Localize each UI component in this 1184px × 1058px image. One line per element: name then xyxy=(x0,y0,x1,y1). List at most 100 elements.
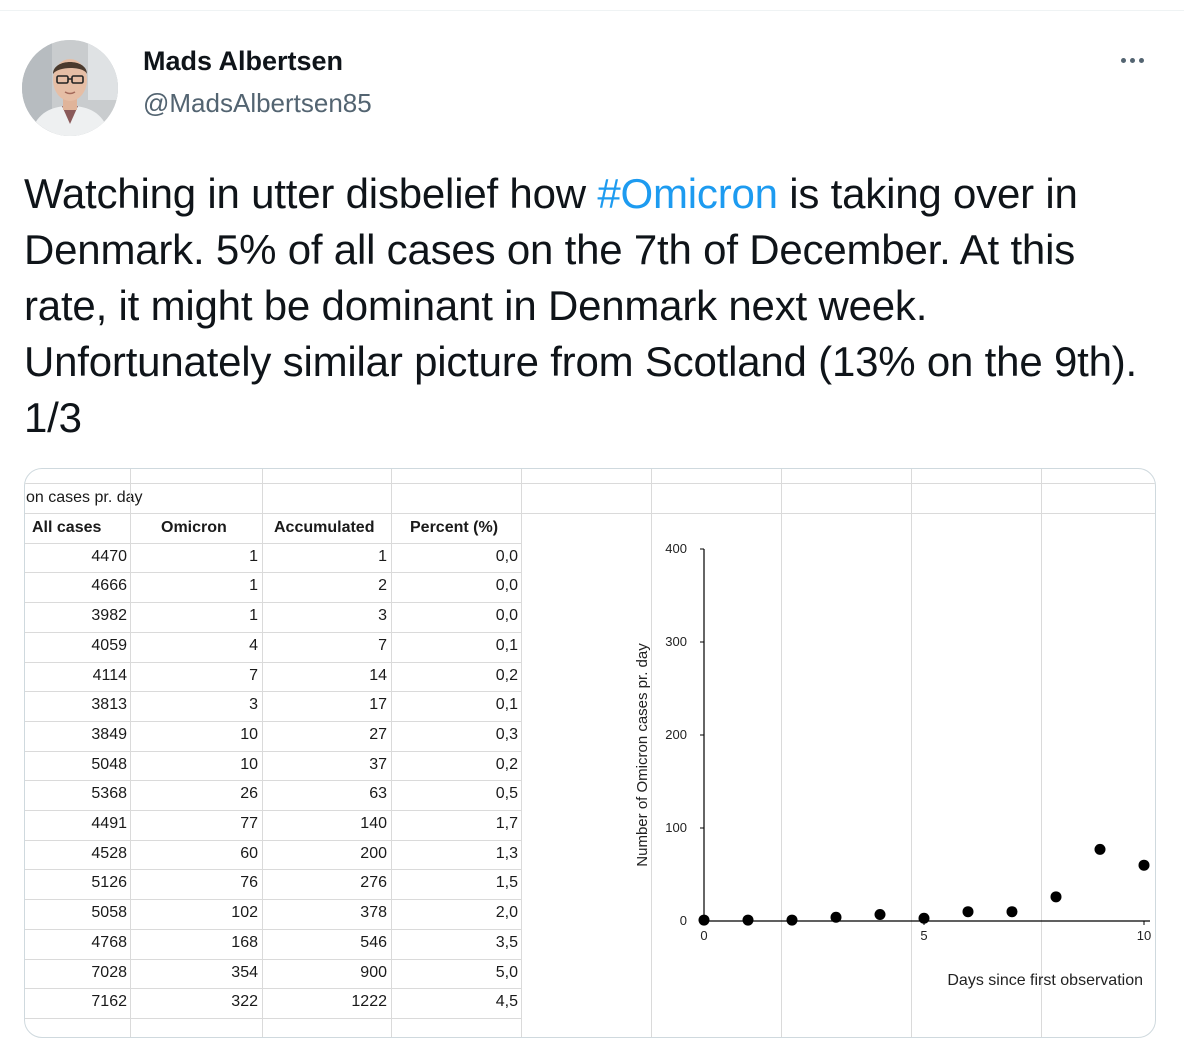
table-cell: 546 xyxy=(360,934,387,951)
table-cell: 0,1 xyxy=(495,637,518,654)
author-name[interactable]: Mads Albertsen xyxy=(143,46,344,76)
data-point xyxy=(830,911,842,923)
table-cell: 1 xyxy=(249,607,258,624)
grid-line xyxy=(25,602,521,603)
tweet-text-part: is taking over in Denmark. 5% of all cas… xyxy=(24,170,1137,441)
y-tick-label: 0 xyxy=(680,913,687,928)
table-cell: 7028 xyxy=(91,964,127,981)
x-tick-label: 5 xyxy=(920,928,927,943)
grid-line xyxy=(25,869,521,870)
table-cell: 4 xyxy=(249,637,258,654)
avatar[interactable] xyxy=(22,40,118,136)
table-cell: 2,0 xyxy=(495,904,518,921)
x-tick-label: 0 xyxy=(700,928,707,943)
table-cell: 0,0 xyxy=(495,577,518,594)
grid-line xyxy=(25,929,521,930)
table-cell: 102 xyxy=(231,904,258,921)
data-point xyxy=(1094,843,1106,855)
table-cell: 4768 xyxy=(91,934,127,951)
data-point xyxy=(1006,906,1018,918)
spreadsheet-screenshot: on cases pr. day All cases Omicron Accumul… xyxy=(25,469,1155,1037)
table-cell: 7162 xyxy=(91,993,127,1010)
table-cell: 1222 xyxy=(351,993,387,1010)
table-cell: 354 xyxy=(231,964,258,981)
table-cell: 76 xyxy=(240,874,258,891)
data-point xyxy=(962,906,974,918)
table-cell: 200 xyxy=(360,845,387,862)
y-tick-label: 400 xyxy=(665,541,687,556)
table-cell: 27 xyxy=(369,726,387,743)
table-header: Accumulated xyxy=(274,519,375,536)
table-cell: 3 xyxy=(378,607,387,624)
table-cell: 4059 xyxy=(91,637,127,654)
chart: 0 100 200 300 400 0 5 10 Number of Omicron cases… xyxy=(605,529,1155,1009)
table-cell: 4491 xyxy=(91,815,127,832)
grid-line xyxy=(651,469,652,1037)
table-cell: 17 xyxy=(369,696,387,713)
table-cell: 276 xyxy=(360,874,387,891)
grid-line xyxy=(25,721,521,722)
table-cell: 378 xyxy=(360,904,387,921)
table-cell: 5058 xyxy=(91,904,127,921)
table-cell: 5368 xyxy=(91,785,127,802)
grid-line xyxy=(25,780,521,781)
table-cell: 140 xyxy=(360,815,387,832)
table-cell: 0,0 xyxy=(495,548,518,565)
y-tick-label: 200 xyxy=(665,727,687,742)
table-header: Percent (%) xyxy=(410,519,499,536)
table-cell: 3 xyxy=(249,696,258,713)
table-cell: 7 xyxy=(249,667,258,684)
table-cell: 60 xyxy=(240,845,258,862)
table-cell: 3982 xyxy=(91,607,127,624)
table-cell: 63 xyxy=(369,785,387,802)
table-cell: 0,3 xyxy=(495,726,518,743)
grid-line xyxy=(1041,469,1042,1037)
more-options-button[interactable] xyxy=(1114,46,1150,74)
data-point xyxy=(742,914,754,926)
grid-line xyxy=(25,1018,521,1019)
grid-line xyxy=(781,469,782,1037)
table-cell: 322 xyxy=(231,993,258,1010)
table-cell: 4,5 xyxy=(495,993,518,1010)
grid-line xyxy=(25,810,521,811)
tweet-image[interactable]: on cases pr. day All cases Omicron Accumul… xyxy=(24,468,1156,1038)
grid-line xyxy=(25,959,521,960)
table-cell: 0,0 xyxy=(495,607,518,624)
scatter-chart-svg: 0 100 200 300 400 0 5 10 Number of Omicron cases… xyxy=(634,541,1151,989)
table-cell: 0,5 xyxy=(495,785,518,802)
grid-line xyxy=(25,572,521,573)
grid-line xyxy=(25,691,521,692)
hashtag-link[interactable]: #Omicron xyxy=(597,170,778,217)
table-cell: 4666 xyxy=(91,577,127,594)
table-cell: 37 xyxy=(369,756,387,773)
table-cell: 1 xyxy=(249,577,258,594)
table-cell: 4114 xyxy=(92,667,127,684)
data-point xyxy=(698,914,710,926)
table-cell: 0,1 xyxy=(495,696,518,713)
grid-line xyxy=(911,469,912,1037)
grid-line xyxy=(25,751,521,752)
table-cell: 5048 xyxy=(91,756,127,773)
top-divider xyxy=(0,10,1184,11)
y-tick-label: 300 xyxy=(665,634,687,649)
x-axis-label: Days since first observation xyxy=(947,972,1143,989)
table-cell: 0,2 xyxy=(495,667,518,684)
grid-line xyxy=(521,469,522,1037)
table-cell: 900 xyxy=(360,964,387,981)
avatar-image xyxy=(22,40,118,136)
author-handle[interactable]: @MadsAlbertsen85 xyxy=(143,88,372,118)
table-cell: 3,5 xyxy=(495,934,518,951)
table-cell: 4528 xyxy=(91,845,127,862)
table-cell: 1,7 xyxy=(495,815,518,832)
table-cell: 2 xyxy=(378,577,387,594)
data-point xyxy=(874,908,886,920)
table-cell: 7 xyxy=(378,637,387,654)
grid-line xyxy=(25,840,521,841)
more-horizontal-icon xyxy=(1138,57,1144,63)
table-cell: 26 xyxy=(240,785,258,802)
grid-line xyxy=(25,988,521,989)
table-cell: 1,5 xyxy=(495,874,518,891)
table-cell: 3849 xyxy=(91,726,127,743)
grid-line xyxy=(130,469,131,1037)
tweet-text-part: Watching in utter disbelief how xyxy=(24,170,598,217)
